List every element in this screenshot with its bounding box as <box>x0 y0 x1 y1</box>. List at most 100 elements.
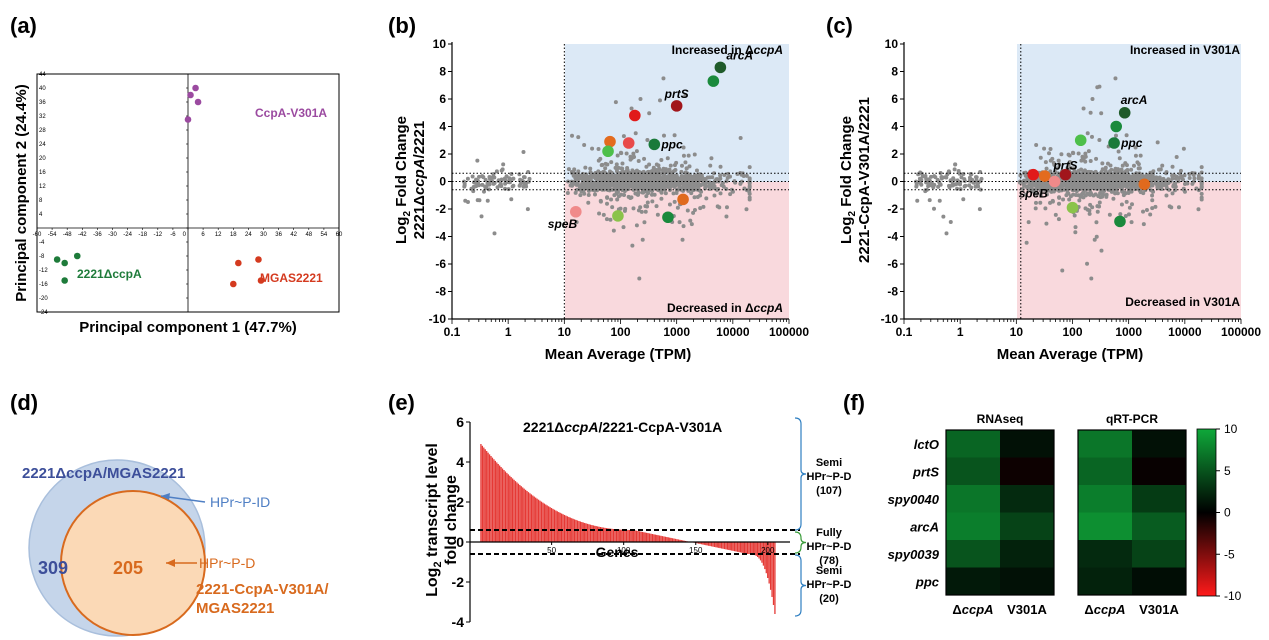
background-gene-point <box>1129 220 1134 225</box>
background-gene-point <box>643 209 648 214</box>
background-gene-point <box>647 111 652 116</box>
gene-bar <box>706 542 708 546</box>
background-gene-point <box>1174 174 1179 179</box>
ma-plot-dccpa: arcA prtS ppc speB -10 -8 -6 -4 -2 0 2 4 6 8 10 0.1 1 10… <box>393 37 809 363</box>
background-gene-point <box>1095 209 1100 214</box>
background-gene-point <box>961 197 966 202</box>
background-gene-point <box>1123 191 1128 196</box>
heatmap-cell <box>1000 485 1054 513</box>
y-axis-title-c-line1: Log2 Fold Change <box>838 116 858 244</box>
gene-bar <box>500 467 502 542</box>
heatmap-cell <box>1000 567 1054 595</box>
background-gene-point <box>597 183 602 188</box>
bracket-label: Semi <box>816 565 842 577</box>
category-bracket <box>794 417 807 531</box>
y-tick-label: 2 <box>891 147 898 161</box>
gene-bar <box>707 542 710 546</box>
background-gene-point <box>1034 143 1039 148</box>
gene-bar <box>625 529 628 542</box>
heatmap-column-label: V301A <box>1007 602 1047 617</box>
gene-bar <box>516 482 518 542</box>
gene-bar <box>627 529 629 542</box>
gene-bar <box>755 542 757 556</box>
background-gene-point <box>626 194 631 199</box>
background-gene-point <box>569 169 574 174</box>
gene-bar <box>589 524 592 542</box>
background-gene-point <box>724 205 729 210</box>
heatmap-cell <box>1000 457 1054 485</box>
background-gene-point <box>477 174 482 179</box>
background-gene-point <box>631 177 636 182</box>
gene-bar <box>631 529 633 542</box>
increased-label-b-prefix: Increased in Δ <box>672 43 754 57</box>
background-gene-point <box>640 176 645 181</box>
background-gene-point <box>663 168 668 173</box>
highlighted-gene-point <box>1059 168 1072 181</box>
panel-letter-e: (e) <box>388 390 415 415</box>
heatmap-panel-title: qRT-PCR <box>1106 412 1158 426</box>
background-gene-point <box>657 98 662 103</box>
background-gene-point <box>1053 212 1058 217</box>
bracket-label: HPr~P-D <box>807 541 852 553</box>
bar-y-tick-label: -4 <box>452 614 465 630</box>
background-gene-point <box>1160 163 1165 168</box>
background-gene-point <box>465 176 470 181</box>
x-tick-label: 0.1 <box>444 325 461 339</box>
background-gene-point <box>1088 110 1093 115</box>
background-gene-point <box>638 205 643 210</box>
gene-bar <box>493 459 495 542</box>
y-tick-label: -10 <box>429 312 447 326</box>
gene-bar <box>648 533 651 542</box>
gene-bar <box>565 515 567 542</box>
gene-bar <box>677 539 680 542</box>
pca-y-tick-label: -4 <box>39 240 45 246</box>
background-gene-point <box>1068 185 1073 190</box>
background-gene-point <box>1068 194 1073 199</box>
gene-bar <box>582 522 584 542</box>
gene-bar <box>520 486 522 542</box>
gene-bar <box>738 542 740 553</box>
gene-bar <box>657 535 659 542</box>
background-gene-point <box>615 197 620 202</box>
background-gene-point <box>640 237 645 242</box>
gene-bar <box>586 523 589 542</box>
gene-bar <box>667 537 669 542</box>
background-gene-point <box>1124 179 1129 184</box>
background-gene-point <box>1117 156 1122 161</box>
gene-bar <box>510 477 512 542</box>
background-gene-point <box>501 162 506 167</box>
background-gene-point <box>683 93 688 98</box>
gene-bar <box>533 496 535 542</box>
background-gene-point <box>573 174 578 179</box>
y-tick-label: -6 <box>435 257 446 271</box>
background-gene-point <box>649 192 654 197</box>
background-gene-point <box>700 182 705 187</box>
highlighted-gene-point <box>1066 201 1079 214</box>
gene-bar <box>523 488 525 542</box>
highlighted-gene-point <box>662 211 674 224</box>
background-gene-point <box>636 158 641 163</box>
gene-bar <box>673 538 675 542</box>
background-gene-point <box>611 228 616 233</box>
background-gene-point <box>681 174 686 179</box>
venn-annotation-hpr-p-id: HPr~P-ID <box>210 494 270 510</box>
background-gene-point <box>1087 208 1092 213</box>
gene-bar <box>504 471 507 542</box>
background-gene-point <box>635 185 640 190</box>
background-gene-point <box>1043 206 1048 211</box>
background-gene-point <box>1129 181 1134 186</box>
highlighted-gene-point <box>648 138 661 151</box>
background-gene-point <box>1083 206 1088 211</box>
heatmap-cell <box>946 512 1000 540</box>
background-gene-point <box>1085 131 1090 136</box>
background-gene-point <box>1133 153 1138 158</box>
gene-bar <box>511 478 514 542</box>
background-gene-point <box>959 175 964 180</box>
background-gene-point <box>1030 187 1035 192</box>
highlighted-gene-point <box>670 100 683 112</box>
background-gene-point <box>487 174 492 179</box>
gene-bar <box>563 514 566 542</box>
pca-x-tick-label: -30 <box>108 232 117 238</box>
background-gene-point <box>1099 248 1104 253</box>
y-title-b-2221: 2221Δ <box>411 195 428 239</box>
